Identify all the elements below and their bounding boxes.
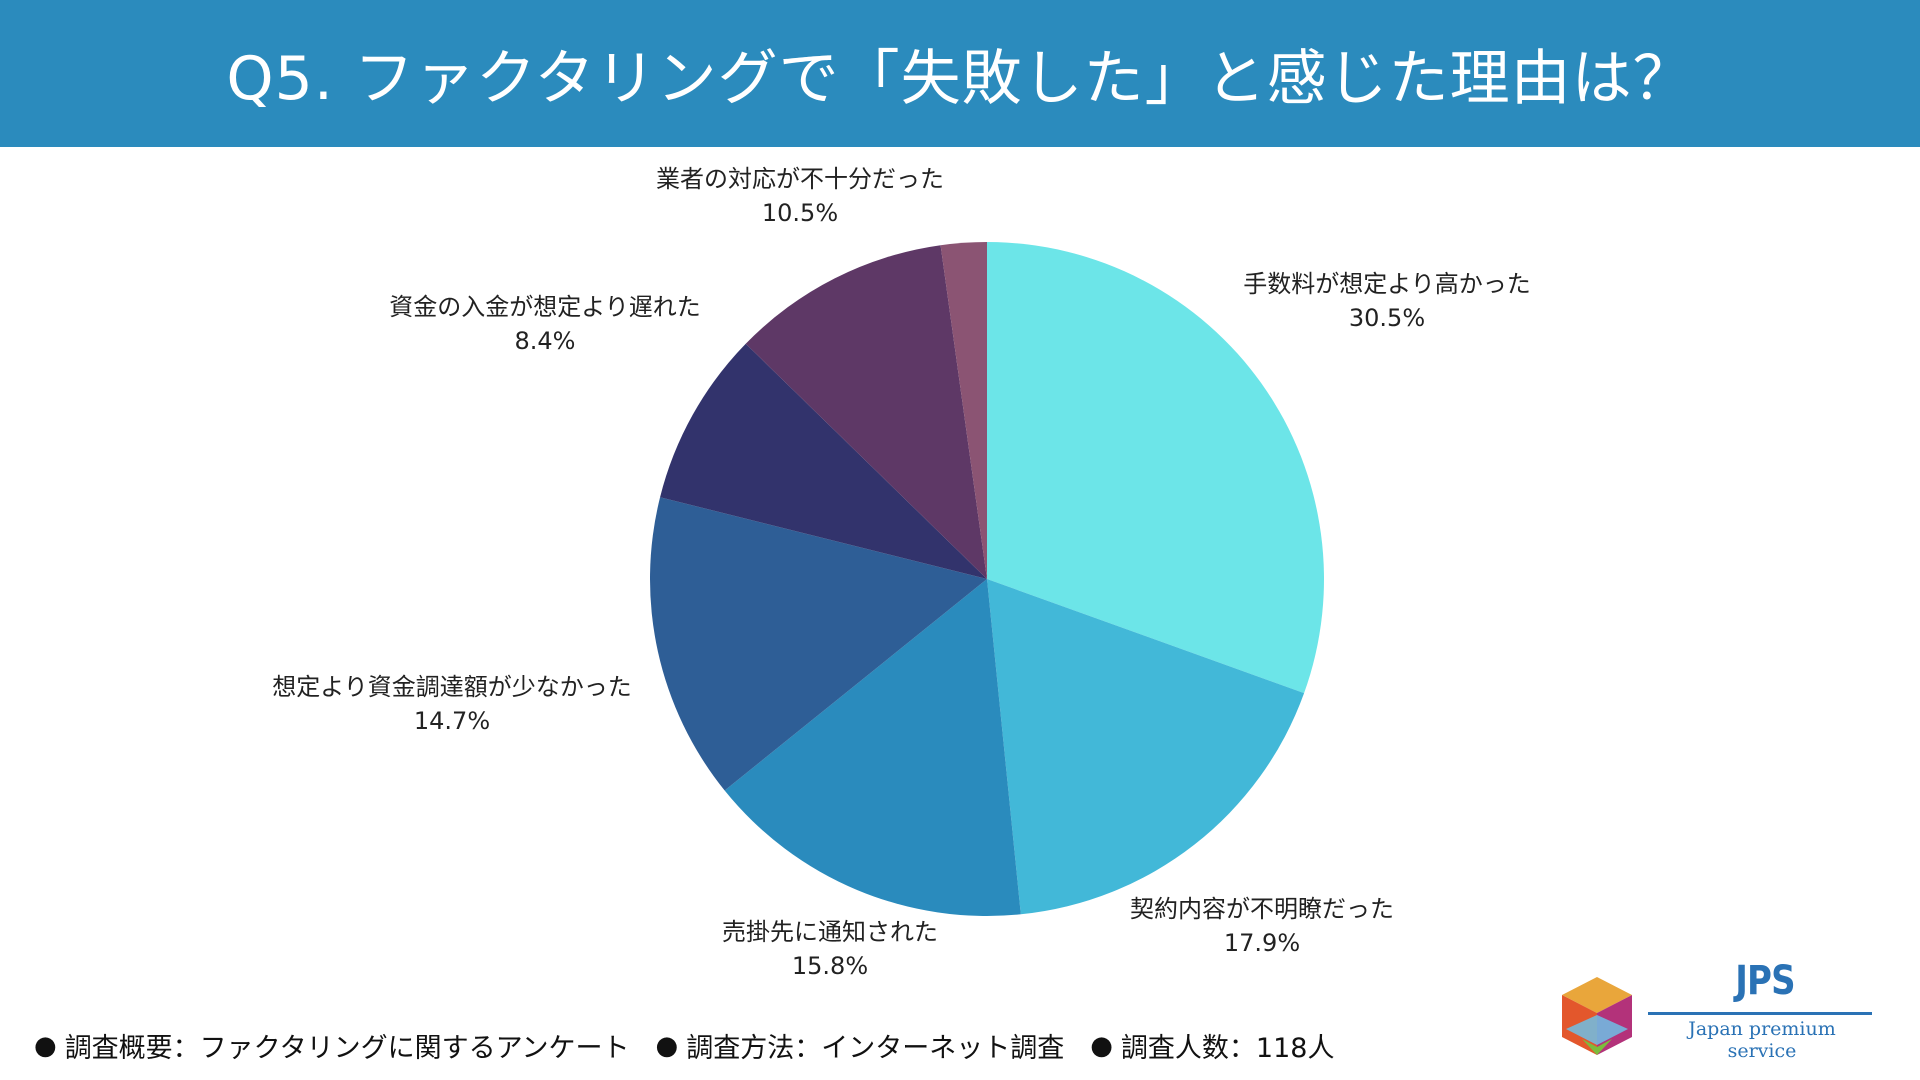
- header-bar: Q5. ファクタリングで「失敗した」と感じた理由は？: [0, 0, 1920, 147]
- pie-chart: 手数料が想定より高かった 30.5% 契約内容が不明瞭だった 17.9% 売掛先に通知さ…: [272, 165, 1531, 980]
- logo-cube-base: [1582, 1039, 1612, 1055]
- footer-item-count: ● 調査人数：118人: [1090, 1026, 1334, 1065]
- slice-label-4: 資金の入金が想定より遅れた: [389, 293, 701, 321]
- pie-slice-3: [650, 497, 987, 791]
- pie-slice-5: [745, 245, 987, 579]
- survey-footer: ● 調査概要：ファクタリングに関するアンケート ● 調査方法：インターネット調査…: [34, 1026, 1334, 1065]
- slice-label-2: 売掛先に通知された: [722, 918, 938, 946]
- slice-label-3: 想定より資金調達額が少なかった: [272, 673, 632, 701]
- slice-label-0: 手数料が想定より高かった: [1243, 270, 1531, 298]
- slice-label-1: 契約内容が不明瞭だった: [1130, 895, 1394, 923]
- pie-slice-4: [660, 343, 987, 579]
- footer-count-text: 調査人数：118人: [1120, 1033, 1335, 1064]
- slice-label-5: 業者の対応が不十分だった: [656, 165, 944, 193]
- pie-slice-6: [940, 242, 987, 579]
- bullet-icon: ●: [655, 1030, 679, 1061]
- footer-overview-text: 調査概要：ファクタリングに関するアンケート: [64, 1033, 630, 1064]
- slice-value-label-4: 8.4%: [515, 327, 576, 355]
- slice-value-label-0: 30.5%: [1349, 304, 1425, 332]
- page-title: Q5. ファクタリングで「失敗した」と感じた理由は？: [226, 44, 1694, 114]
- logo-cube-inner: [1566, 1015, 1628, 1045]
- slice-value-label-1: 17.9%: [1224, 929, 1300, 957]
- slice-value-label-5: 10.5%: [762, 199, 838, 227]
- footer-method-text: 調査方法：インターネット調査: [686, 1033, 1065, 1064]
- bullet-icon: ●: [1090, 1030, 1113, 1061]
- pie-slice-2: [724, 579, 1021, 916]
- logo-divider: [1648, 1012, 1872, 1015]
- footer-item-method: ● 調査方法：インターネット調査: [656, 1026, 1065, 1065]
- footer-item-overview: ● 調査概要：ファクタリングに関するアンケート: [34, 1026, 630, 1065]
- logo-subtitle: Japan premium service: [1688, 1018, 1836, 1062]
- slice-value-label-2: 15.8%: [792, 952, 868, 980]
- jps-logo-mark: [1562, 977, 1632, 1055]
- slice-value-label-3: 14.7%: [414, 707, 490, 735]
- pie-slice-1: [987, 579, 1305, 915]
- pie-slice-0: [987, 242, 1324, 694]
- bullet-icon: ●: [34, 1030, 57, 1061]
- logo-text: JPS: [1735, 958, 1795, 1004]
